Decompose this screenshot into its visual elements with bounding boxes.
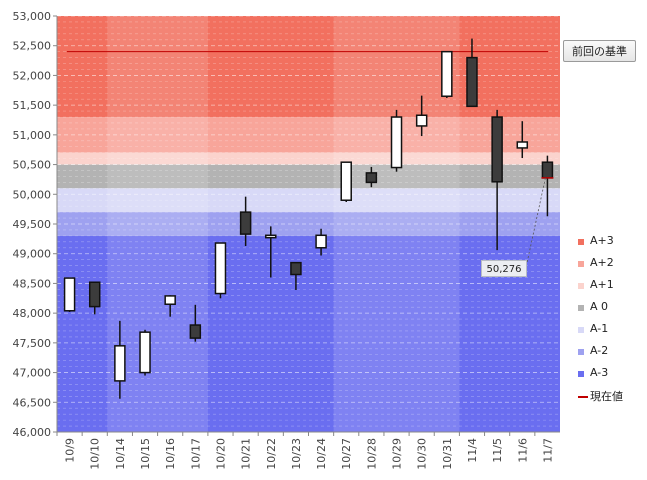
legend-label: A 0 [590,300,609,313]
x-tick-label: 10/29 [391,438,404,470]
legend-label: A+3 [590,234,614,247]
legend-swatch [578,371,584,377]
legend-label: 現在値 [590,390,623,403]
x-tick-label: 10/21 [240,438,253,470]
legend-item: A-3 [578,366,644,388]
y-tick-label: 48,000 [13,307,52,320]
candle-body [315,234,327,249]
x-tick-label: 10/16 [164,438,177,470]
candle-body [139,331,151,374]
x-tick-label: 10/22 [265,438,278,470]
candle-body [189,324,202,339]
legend-item: 現在値 [578,388,644,410]
y-tick-label: 46,000 [13,426,52,439]
previous-base-button[interactable]: 前回の基準 [563,40,636,62]
zone-band [57,164,560,189]
candle-body [541,161,554,179]
x-tick-label: 10/30 [416,438,429,470]
y-tick-label: 47,000 [13,367,52,380]
legend-item: A+2 [578,256,644,278]
y-tick-label: 49,500 [13,218,52,231]
legend-item: A-2 [578,344,644,366]
y-tick-label: 47,500 [13,337,52,350]
candle-body [164,295,176,305]
candle-body [114,345,126,382]
legend-label: A-2 [590,344,609,357]
candle-body [365,172,378,184]
zone-band [57,188,560,213]
legend-swatch [578,283,584,289]
y-tick-label: 46,500 [13,396,52,409]
zone-band [57,117,560,153]
y-tick-label: 53,000 [13,10,52,23]
x-tick-label: 10/23 [290,438,303,470]
current-value-callout: 50,276 [481,260,527,277]
candle-body [290,261,302,276]
zone-band [57,152,560,165]
x-tick-label: 11/4 [466,438,479,463]
x-tick-label: 10/24 [315,438,328,470]
candle-body [239,211,252,235]
legend-item: A+1 [578,278,644,300]
x-tick-label: 10/9 [64,438,77,463]
y-tick-label: 51,500 [13,99,52,112]
legend-swatch [578,396,588,398]
candle-body [340,161,352,201]
x-tick-label: 10/27 [340,438,353,470]
legend-label: A-1 [590,322,609,335]
x-tick-label: 11/5 [491,438,504,463]
legend-item: A 0 [578,300,644,322]
legend-item: A-1 [578,322,644,344]
legend: A+3 A+2 A+1 A 0 A-1 A-2 A-3 現在値 [578,234,644,410]
candle-body [214,242,227,295]
callout-leader [526,177,546,264]
legend-swatch [578,349,584,355]
candle-body [88,281,101,308]
y-tick-label: 52,000 [13,69,52,82]
candle-body [491,116,503,183]
y-tick-label: 52,500 [13,40,52,53]
y-tick-label: 49,000 [13,248,52,261]
y-tick-label: 48,500 [13,277,52,290]
y-tick-label: 50,500 [13,159,52,172]
legend-label: A+1 [590,278,614,291]
legend-label: A+2 [590,256,614,269]
legend-swatch [578,305,584,311]
candle-body [441,50,453,97]
x-tick-label: 10/10 [89,438,102,470]
x-tick-label: 11/7 [541,438,554,463]
y-tick-label: 50,000 [13,188,52,201]
candle-body [415,114,428,127]
legend-swatch [578,327,584,333]
legend-swatch [578,239,584,245]
x-tick-label: 10/17 [189,438,202,470]
zone-band [57,212,560,236]
x-tick-label: 10/15 [139,438,152,470]
candle-body [63,277,76,312]
legend-swatch [578,261,584,267]
legend-label: A-3 [590,366,609,379]
candle-body [390,116,403,169]
x-tick-label: 10/31 [441,438,454,470]
candle-body [466,56,478,108]
y-tick-label: 51,000 [13,129,52,142]
candle-body [265,234,277,239]
x-tick-label: 10/28 [365,438,378,470]
x-tick-label: 10/14 [114,438,127,470]
candle-body [516,141,529,149]
x-tick-label: 11/6 [516,438,529,463]
x-tick-label: 10/20 [214,438,227,470]
legend-item: A+3 [578,234,644,256]
